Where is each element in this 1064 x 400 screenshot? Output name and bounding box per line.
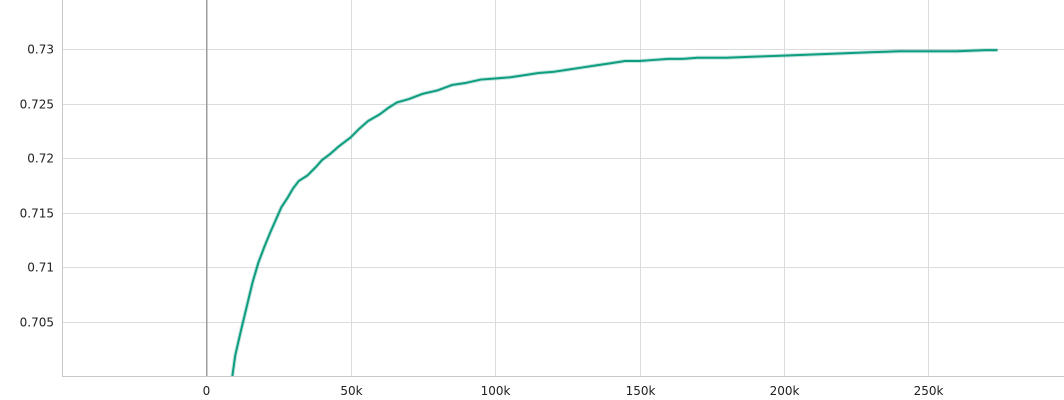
x-tick-label: 250k — [914, 384, 944, 398]
x-tick-label: 0 — [203, 384, 211, 398]
x-tick-label: 100k — [481, 384, 511, 398]
axes — [62, 0, 1064, 377]
y-tick-label: 0.725 — [20, 98, 54, 112]
grid-lines — [62, 0, 1064, 376]
y-tick-label: 0.73 — [27, 43, 54, 57]
series-line — [231, 49, 998, 376]
x-tick-label: 50k — [340, 384, 362, 398]
y-tick-label: 0.72 — [27, 152, 54, 166]
tick-labels: 0.705 0.71 0.715 0.72 0.725 0.73 0 50k 100k 150k 2… — [20, 43, 944, 399]
x-tick-label: 150k — [626, 384, 656, 398]
y-tick-label: 0.715 — [20, 207, 54, 221]
y-tick-label: 0.705 — [20, 316, 54, 330]
series-lines — [230, 48, 998, 376]
y-tick-label: 0.71 — [27, 261, 54, 275]
x-tick-label: 200k — [770, 384, 800, 398]
